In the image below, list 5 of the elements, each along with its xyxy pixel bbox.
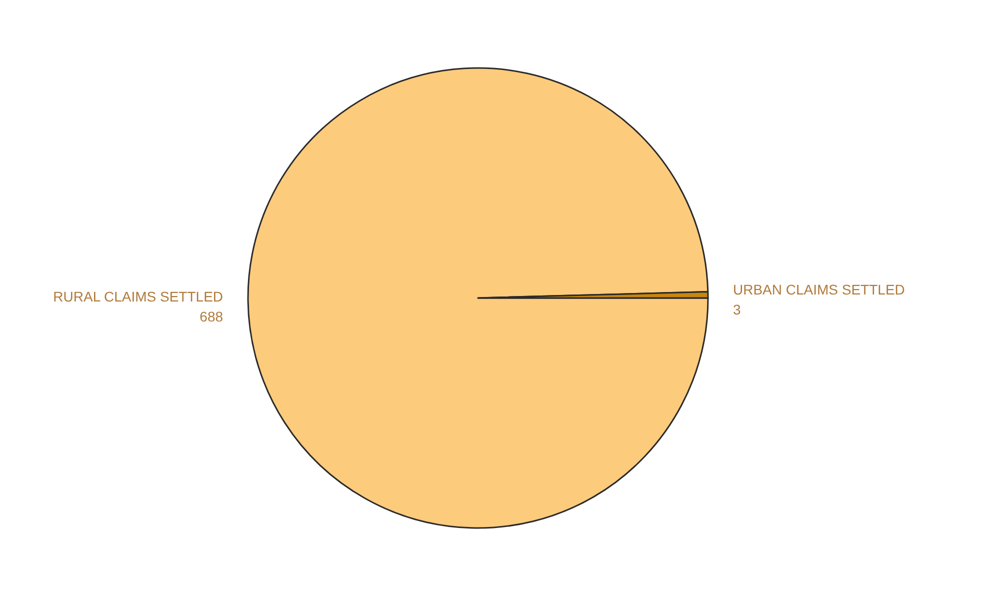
pie-slice — [248, 67, 709, 529]
slice-label: RURAL CLAIMS SETTLED — [53, 288, 224, 304]
data-label: 688 — [200, 308, 224, 324]
slice-label: URBAN CLAIMS SETTLED — [732, 282, 905, 298]
data-label: 3 — [732, 302, 741, 318]
